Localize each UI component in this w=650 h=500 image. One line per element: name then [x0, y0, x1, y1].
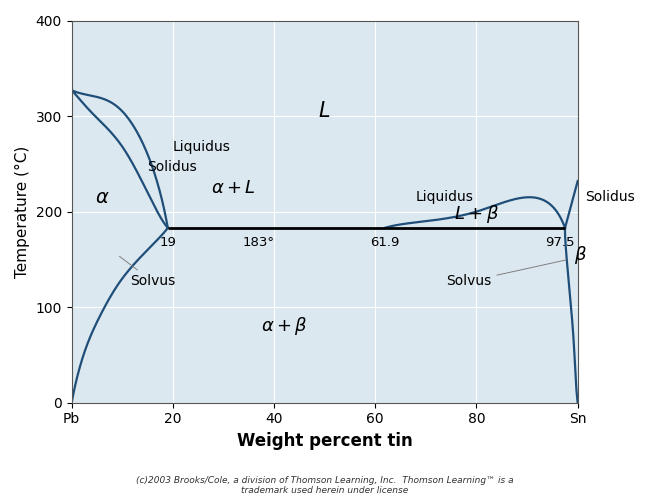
Text: 183°: 183°: [243, 236, 275, 250]
Text: 61.9: 61.9: [370, 236, 400, 250]
Text: Liquidus: Liquidus: [416, 190, 474, 204]
Text: (c)2003 Brooks/Cole, a division of Thomson Learning, Inc.  Thomson Learning™ is : (c)2003 Brooks/Cole, a division of Thoms…: [136, 476, 514, 495]
Text: $\alpha + L$: $\alpha + L$: [211, 178, 256, 196]
Text: $\alpha$: $\alpha$: [95, 188, 109, 207]
Y-axis label: Temperature (°C): Temperature (°C): [15, 146, 30, 278]
Text: Solidus: Solidus: [585, 190, 635, 204]
Text: Liquidus: Liquidus: [173, 140, 231, 153]
Text: $\alpha + \beta$: $\alpha + \beta$: [261, 316, 307, 338]
Text: 19: 19: [159, 236, 176, 250]
Text: 97.5: 97.5: [545, 236, 575, 250]
Text: Solvus: Solvus: [120, 256, 175, 288]
Text: $\beta$: $\beta$: [574, 244, 586, 266]
X-axis label: Weight percent tin: Weight percent tin: [237, 432, 413, 450]
Text: Solidus: Solidus: [148, 160, 198, 173]
Text: Solvus: Solvus: [446, 260, 566, 288]
Text: $L$: $L$: [318, 102, 331, 121]
Text: $L + \beta$: $L + \beta$: [454, 204, 499, 226]
